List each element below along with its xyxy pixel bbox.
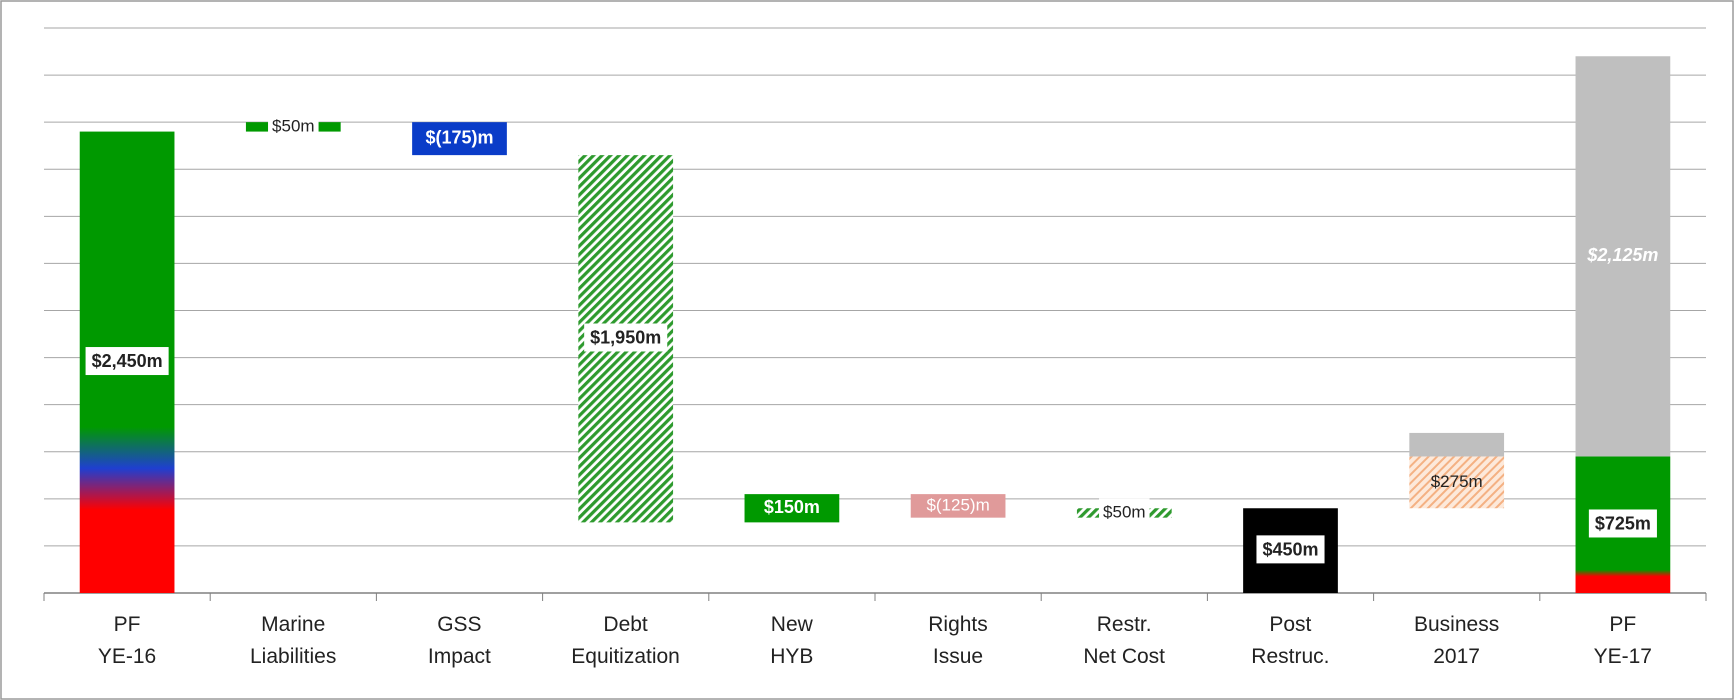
bar-upper [1575, 56, 1671, 457]
x-tick-label: PF YE-16 [97, 613, 157, 668]
data-label-group: $50m [1099, 498, 1150, 526]
data-label-group: $725m [1588, 509, 1657, 538]
x-tick-label: Restr. Net Cost [1083, 613, 1166, 668]
x-tick-label: PF YE-17 [1593, 613, 1652, 668]
data-label: $725m [1595, 513, 1651, 533]
label-box [584, 323, 668, 352]
data-label-group: $450m [1256, 535, 1325, 564]
bar [1409, 456, 1505, 509]
data-label-group: $2,125m [1586, 245, 1658, 265]
label-box [1256, 535, 1325, 564]
data-label-group: $(175)m [425, 127, 493, 147]
x-tick-label: GSS Impact [427, 613, 491, 668]
label-box [1588, 509, 1657, 538]
data-label: $2,450m [92, 351, 163, 371]
label-box [268, 112, 319, 140]
data-label: $50m [1103, 502, 1146, 521]
x-tick-label: Marine Liabilities [249, 613, 337, 668]
bar [910, 494, 1006, 518]
data-label-group: $275m [1431, 472, 1483, 491]
label-box [1099, 498, 1150, 526]
data-label-group: $1,950m [584, 323, 668, 352]
data-label-group: $150m [764, 497, 820, 517]
x-tick-label: Post Restruc. [1251, 613, 1330, 668]
bar-upper [1409, 432, 1505, 457]
data-label-group: $(125)m [926, 495, 989, 514]
bar [744, 494, 840, 523]
data-label: $(125)m [926, 495, 989, 514]
data-label: $2,125m [1586, 245, 1658, 265]
bar [412, 122, 507, 156]
x-tick-label: New HYB [770, 613, 814, 668]
x-tick-label: Debt Equitization [571, 613, 680, 668]
data-label: $(175)m [425, 127, 493, 147]
data-label: $50m [272, 116, 315, 135]
data-label: $1,950m [590, 328, 661, 348]
data-label: $150m [764, 497, 820, 517]
x-tick-label: Rights Issue [928, 613, 988, 668]
label-box [85, 347, 169, 376]
data-label: $275m [1431, 472, 1483, 491]
data-label-group: $2,450m [85, 347, 169, 376]
data-label-group: $50m [268, 112, 319, 140]
x-tick-label: Business 2017 [1413, 613, 1500, 668]
data-label: $450m [1262, 539, 1318, 559]
